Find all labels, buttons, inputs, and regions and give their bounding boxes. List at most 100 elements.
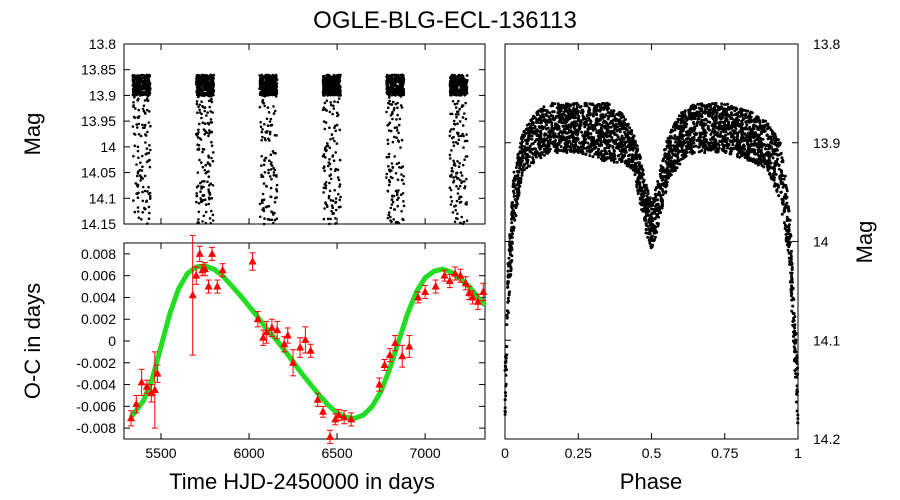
phase-data-point	[569, 126, 573, 129]
time-data-point	[271, 75, 275, 78]
time-data-point	[272, 85, 276, 88]
time-data-point	[451, 211, 455, 214]
time-data-point	[273, 79, 277, 82]
phase-data-point	[755, 142, 759, 146]
time-data-point	[388, 102, 392, 106]
time-data-point	[200, 90, 204, 93]
time-data-point	[331, 206, 335, 209]
oc-data-point	[414, 292, 423, 301]
time-data-point	[334, 217, 337, 220]
time-data-point	[388, 88, 392, 92]
phase-data-point	[677, 114, 681, 118]
time-data-point	[328, 92, 332, 96]
time-data-point	[455, 131, 459, 135]
time-data-point	[275, 187, 278, 191]
oc-data-point	[468, 292, 477, 301]
time-data-point	[452, 76, 456, 79]
time-data-point	[270, 177, 273, 181]
time-data-point	[210, 140, 213, 144]
time-data-point	[452, 176, 456, 179]
time-data-point	[149, 124, 152, 128]
time-ytick-label: 14.05	[81, 165, 116, 181]
time-data-point	[452, 85, 456, 89]
phase-data-point	[535, 110, 539, 114]
time-data-point	[147, 205, 151, 209]
time-data-point	[332, 107, 336, 110]
time-data-point	[201, 194, 205, 197]
time-data-point	[139, 161, 142, 164]
time-data-point	[321, 108, 325, 112]
time-data-point	[145, 108, 149, 112]
phase-data-point	[624, 159, 628, 163]
time-data-point	[391, 200, 395, 204]
phase-data-point	[628, 136, 632, 140]
time-data-point	[136, 149, 140, 153]
time-data-point	[326, 94, 330, 97]
time-data-point	[329, 167, 333, 171]
phase-data-point	[504, 344, 508, 348]
time-data-point	[195, 100, 199, 103]
phase-ytick-label: 14.2	[813, 431, 840, 447]
phase-data-point	[790, 265, 794, 269]
time-data-point	[144, 152, 148, 156]
oc-data-point	[421, 287, 430, 295]
phase-data-point	[603, 147, 607, 150]
time-data-point	[387, 164, 390, 168]
time-data-point	[448, 186, 452, 189]
phase-data-point	[511, 182, 515, 186]
time-data-point	[270, 210, 273, 213]
phase-data-point	[606, 130, 610, 134]
time-data-point	[460, 78, 464, 82]
oc-data-point	[188, 290, 197, 299]
time-data-point	[330, 87, 333, 91]
time-data-point	[275, 75, 278, 78]
time-data-point	[260, 155, 264, 158]
time-data-point	[394, 172, 398, 175]
time-data-point	[399, 104, 403, 107]
phase-data-point	[773, 142, 777, 146]
time-data-point	[264, 86, 267, 90]
time-data-point	[206, 111, 209, 114]
phase-data-point	[643, 206, 647, 210]
time-data-point	[323, 165, 326, 168]
phase-data-point	[579, 120, 583, 124]
time-data-point	[195, 200, 198, 204]
phase-data-point	[680, 119, 683, 122]
time-data-point	[132, 199, 135, 202]
time-data-point	[460, 82, 464, 86]
time-data-point	[147, 86, 150, 90]
time-data-point	[457, 73, 461, 77]
phase-data-point	[561, 121, 565, 125]
time-data-point	[461, 74, 464, 77]
time-data-point	[135, 192, 138, 195]
time-data-point	[146, 94, 150, 98]
oc-data-point	[283, 331, 292, 339]
phase-data-point	[710, 124, 714, 127]
phase-xtick-label: 0.5	[642, 445, 662, 461]
time-data-point	[134, 182, 138, 185]
phase-data-point	[646, 235, 650, 239]
time-data-point	[331, 154, 335, 157]
time-data-point	[140, 218, 143, 221]
phase-data-point	[654, 225, 658, 229]
time-data-point	[263, 122, 266, 126]
phase-data-point	[607, 115, 611, 119]
time-data-point	[459, 195, 463, 199]
time-data-point	[461, 124, 465, 127]
time-data-point	[334, 200, 338, 204]
oc-data-point	[391, 338, 400, 347]
time-data-point	[149, 194, 152, 198]
time-data-point	[207, 184, 211, 187]
phase-data-point	[664, 147, 667, 151]
time-data-point	[135, 163, 138, 166]
phase-data-point	[589, 135, 593, 139]
time-data-point	[209, 121, 212, 124]
time-data-point	[336, 176, 340, 179]
time-data-point	[451, 100, 455, 103]
phase-data-point	[757, 147, 761, 151]
phase-data-point	[692, 132, 696, 136]
time-data-point	[261, 128, 264, 131]
time-data-point	[456, 212, 459, 215]
phase-data-point	[555, 149, 559, 153]
time-data-point	[145, 73, 149, 77]
